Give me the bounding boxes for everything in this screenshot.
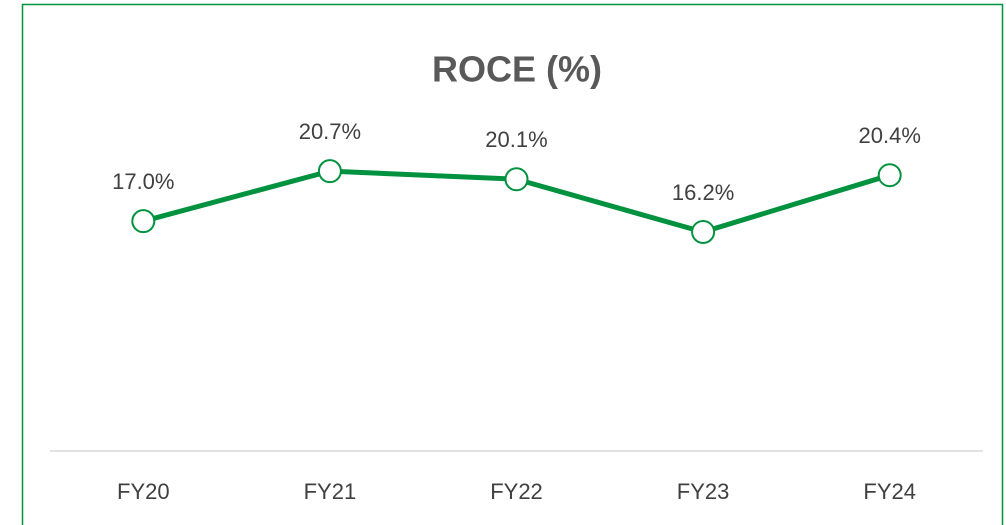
x-tick-label: FY21	[304, 479, 357, 504]
data-label: 16.2%	[672, 180, 734, 205]
chart-title: ROCE (%)	[432, 49, 602, 90]
chart-frame	[21, 3, 1004, 525]
data-label: 20.1%	[485, 127, 547, 152]
data-point	[877, 163, 902, 188]
x-tick-label: FY24	[863, 479, 916, 504]
data-point	[131, 209, 156, 234]
data-label: 20.7%	[299, 119, 361, 144]
data-point	[504, 167, 529, 192]
data-label: 20.4%	[859, 123, 921, 148]
x-tick-label: FY20	[117, 479, 170, 504]
data-point	[317, 159, 342, 184]
data-label: 17.0%	[112, 169, 174, 194]
data-point	[691, 219, 716, 244]
x-tick-label: FY23	[677, 479, 730, 504]
x-tick-label: FY22	[490, 479, 543, 504]
